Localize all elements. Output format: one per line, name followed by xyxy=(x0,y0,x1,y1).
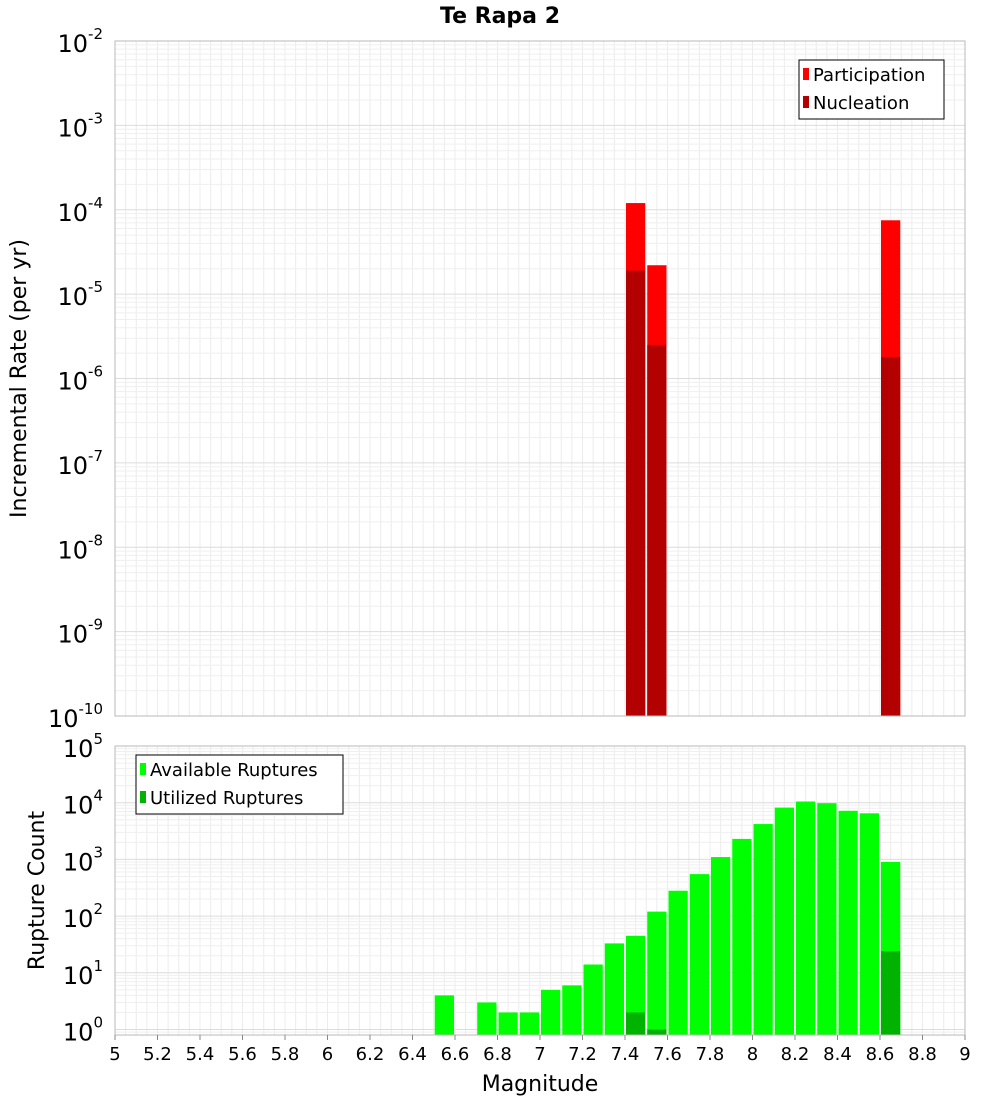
y-tick-label: 10-6 xyxy=(57,363,103,396)
x-axis-title: Magnitude xyxy=(482,1072,599,1097)
legend-swatch xyxy=(140,791,146,803)
chart-title: Te Rapa 2 xyxy=(440,4,560,29)
bar-available-ruptures-6.85 xyxy=(498,1012,518,1035)
bar-available-ruptures-7.95 xyxy=(732,838,752,1035)
bar-available-ruptures-7.35 xyxy=(604,943,624,1035)
legend-swatch xyxy=(140,763,146,775)
bars-1 xyxy=(434,801,901,1035)
bar-available-ruptures-6.95 xyxy=(519,1012,539,1035)
bar-nucleation-7.55 xyxy=(647,344,667,716)
bar-available-ruptures-7.05 xyxy=(541,989,561,1035)
grid-0 xyxy=(114,40,966,717)
bar-available-ruptures-7.65 xyxy=(668,890,688,1035)
x-tick-label: 8 xyxy=(747,1044,758,1065)
x-axis: 5 5.2 5.4 5.6 5.8 6 6.2 6.4 6.6 6.8 7 7.2 7.4 7.6 7.8 8… xyxy=(109,1035,971,1097)
y-tick-label: 10-8 xyxy=(57,531,103,564)
bar-available-ruptures-7.15 xyxy=(562,985,582,1035)
x-tick-label: 7 xyxy=(534,1044,545,1065)
bar-available-ruptures-7.55 xyxy=(647,911,667,1035)
x-tick-label: 8.8 xyxy=(908,1044,937,1065)
x-tick-label: 8.6 xyxy=(866,1044,895,1065)
y-tick-label: 103 xyxy=(63,843,103,876)
bar-available-ruptures-8.25 xyxy=(796,801,816,1035)
legend-0: Participation Nucleation xyxy=(798,59,945,120)
bar-utilized-ruptures-7.55 xyxy=(647,1029,667,1035)
bars-0 xyxy=(626,203,901,717)
x-tick-label: 5.6 xyxy=(228,1044,257,1065)
y-tick-label: 10-2 xyxy=(57,25,103,58)
bar-available-ruptures-7.75 xyxy=(689,874,709,1035)
legend-label: Utilized Ruptures xyxy=(150,788,303,809)
y-tick-label: 104 xyxy=(63,787,103,820)
x-tick-label: 7.4 xyxy=(611,1044,640,1065)
y-tick-label: 10-5 xyxy=(57,278,103,311)
y-tick-label: 10-3 xyxy=(57,109,103,142)
y-tick-label: 10-10 xyxy=(48,700,103,733)
y-axis-title: Incremental Rate (per yr) xyxy=(7,239,32,518)
x-tick-label: 6.4 xyxy=(398,1044,427,1065)
bar-utilized-ruptures-8.65 xyxy=(881,951,901,1035)
x-tick-label: 8.4 xyxy=(823,1044,852,1065)
plot-frame-0 xyxy=(114,40,966,717)
legend-swatch xyxy=(803,68,809,80)
y-axis-0: 10-10 10-9 10-8 10-7 10-6 10-5 10-4 10-3 10-2 Inc… xyxy=(7,25,103,733)
y-tick-label: 100 xyxy=(63,1014,103,1047)
legend-box xyxy=(135,754,344,815)
x-tick-label: 6.6 xyxy=(441,1044,470,1065)
y-tick-label: 10-7 xyxy=(57,447,103,480)
y-axis-title: Rupture Count xyxy=(25,811,50,971)
x-tick-label: 7.8 xyxy=(696,1044,725,1065)
legend-1: Available Ruptures Utilized Ruptures xyxy=(135,754,344,815)
legend-label: Nucleation xyxy=(813,93,909,114)
bar-available-ruptures-8.45 xyxy=(838,810,858,1035)
bar-available-ruptures-8.15 xyxy=(774,807,794,1035)
x-tick-label: 7.6 xyxy=(653,1044,682,1065)
bar-available-ruptures-8.05 xyxy=(753,824,773,1035)
bar-nucleation-7.45 xyxy=(626,270,646,716)
bar-nucleation-8.65 xyxy=(881,356,901,716)
x-tick-label: 6.8 xyxy=(483,1044,512,1065)
bar-available-ruptures-7.85 xyxy=(711,857,731,1035)
y-tick-label: 102 xyxy=(63,900,103,933)
bar-available-ruptures-7.25 xyxy=(583,964,603,1035)
x-tick-label: 5.4 xyxy=(186,1044,215,1065)
legend-label: Available Ruptures xyxy=(150,760,318,781)
x-tick-label: 5.2 xyxy=(143,1044,172,1065)
x-tick-label: 9 xyxy=(959,1044,970,1065)
legend-label: Participation xyxy=(813,65,925,86)
y-tick-label: 101 xyxy=(63,957,103,990)
bar-available-ruptures-7.45 xyxy=(626,935,646,1035)
bar-available-ruptures-8.35 xyxy=(817,803,837,1035)
x-tick-label: 8.2 xyxy=(781,1044,810,1065)
y-tick-label: 105 xyxy=(63,730,103,763)
x-tick-label: 6.2 xyxy=(356,1044,385,1065)
legend-swatch xyxy=(803,96,809,108)
x-tick-label: 6 xyxy=(322,1044,333,1065)
x-tick-label: 5.8 xyxy=(271,1044,300,1065)
y-tick-label: 10-9 xyxy=(57,616,103,649)
y-axis-1: 100 101 102 103 104 105 Rupture Count xyxy=(25,730,103,1047)
x-tick-label: 5 xyxy=(109,1044,120,1065)
y-tick-label: 10-4 xyxy=(57,194,103,227)
x-tick-label: 7.2 xyxy=(568,1044,597,1065)
bar-available-ruptures-6.75 xyxy=(477,1002,497,1035)
bar-available-ruptures-6.55 xyxy=(434,995,454,1035)
legend-box xyxy=(798,59,945,120)
bar-available-ruptures-8.55 xyxy=(859,813,879,1035)
bar-utilized-ruptures-7.45 xyxy=(626,1012,646,1035)
